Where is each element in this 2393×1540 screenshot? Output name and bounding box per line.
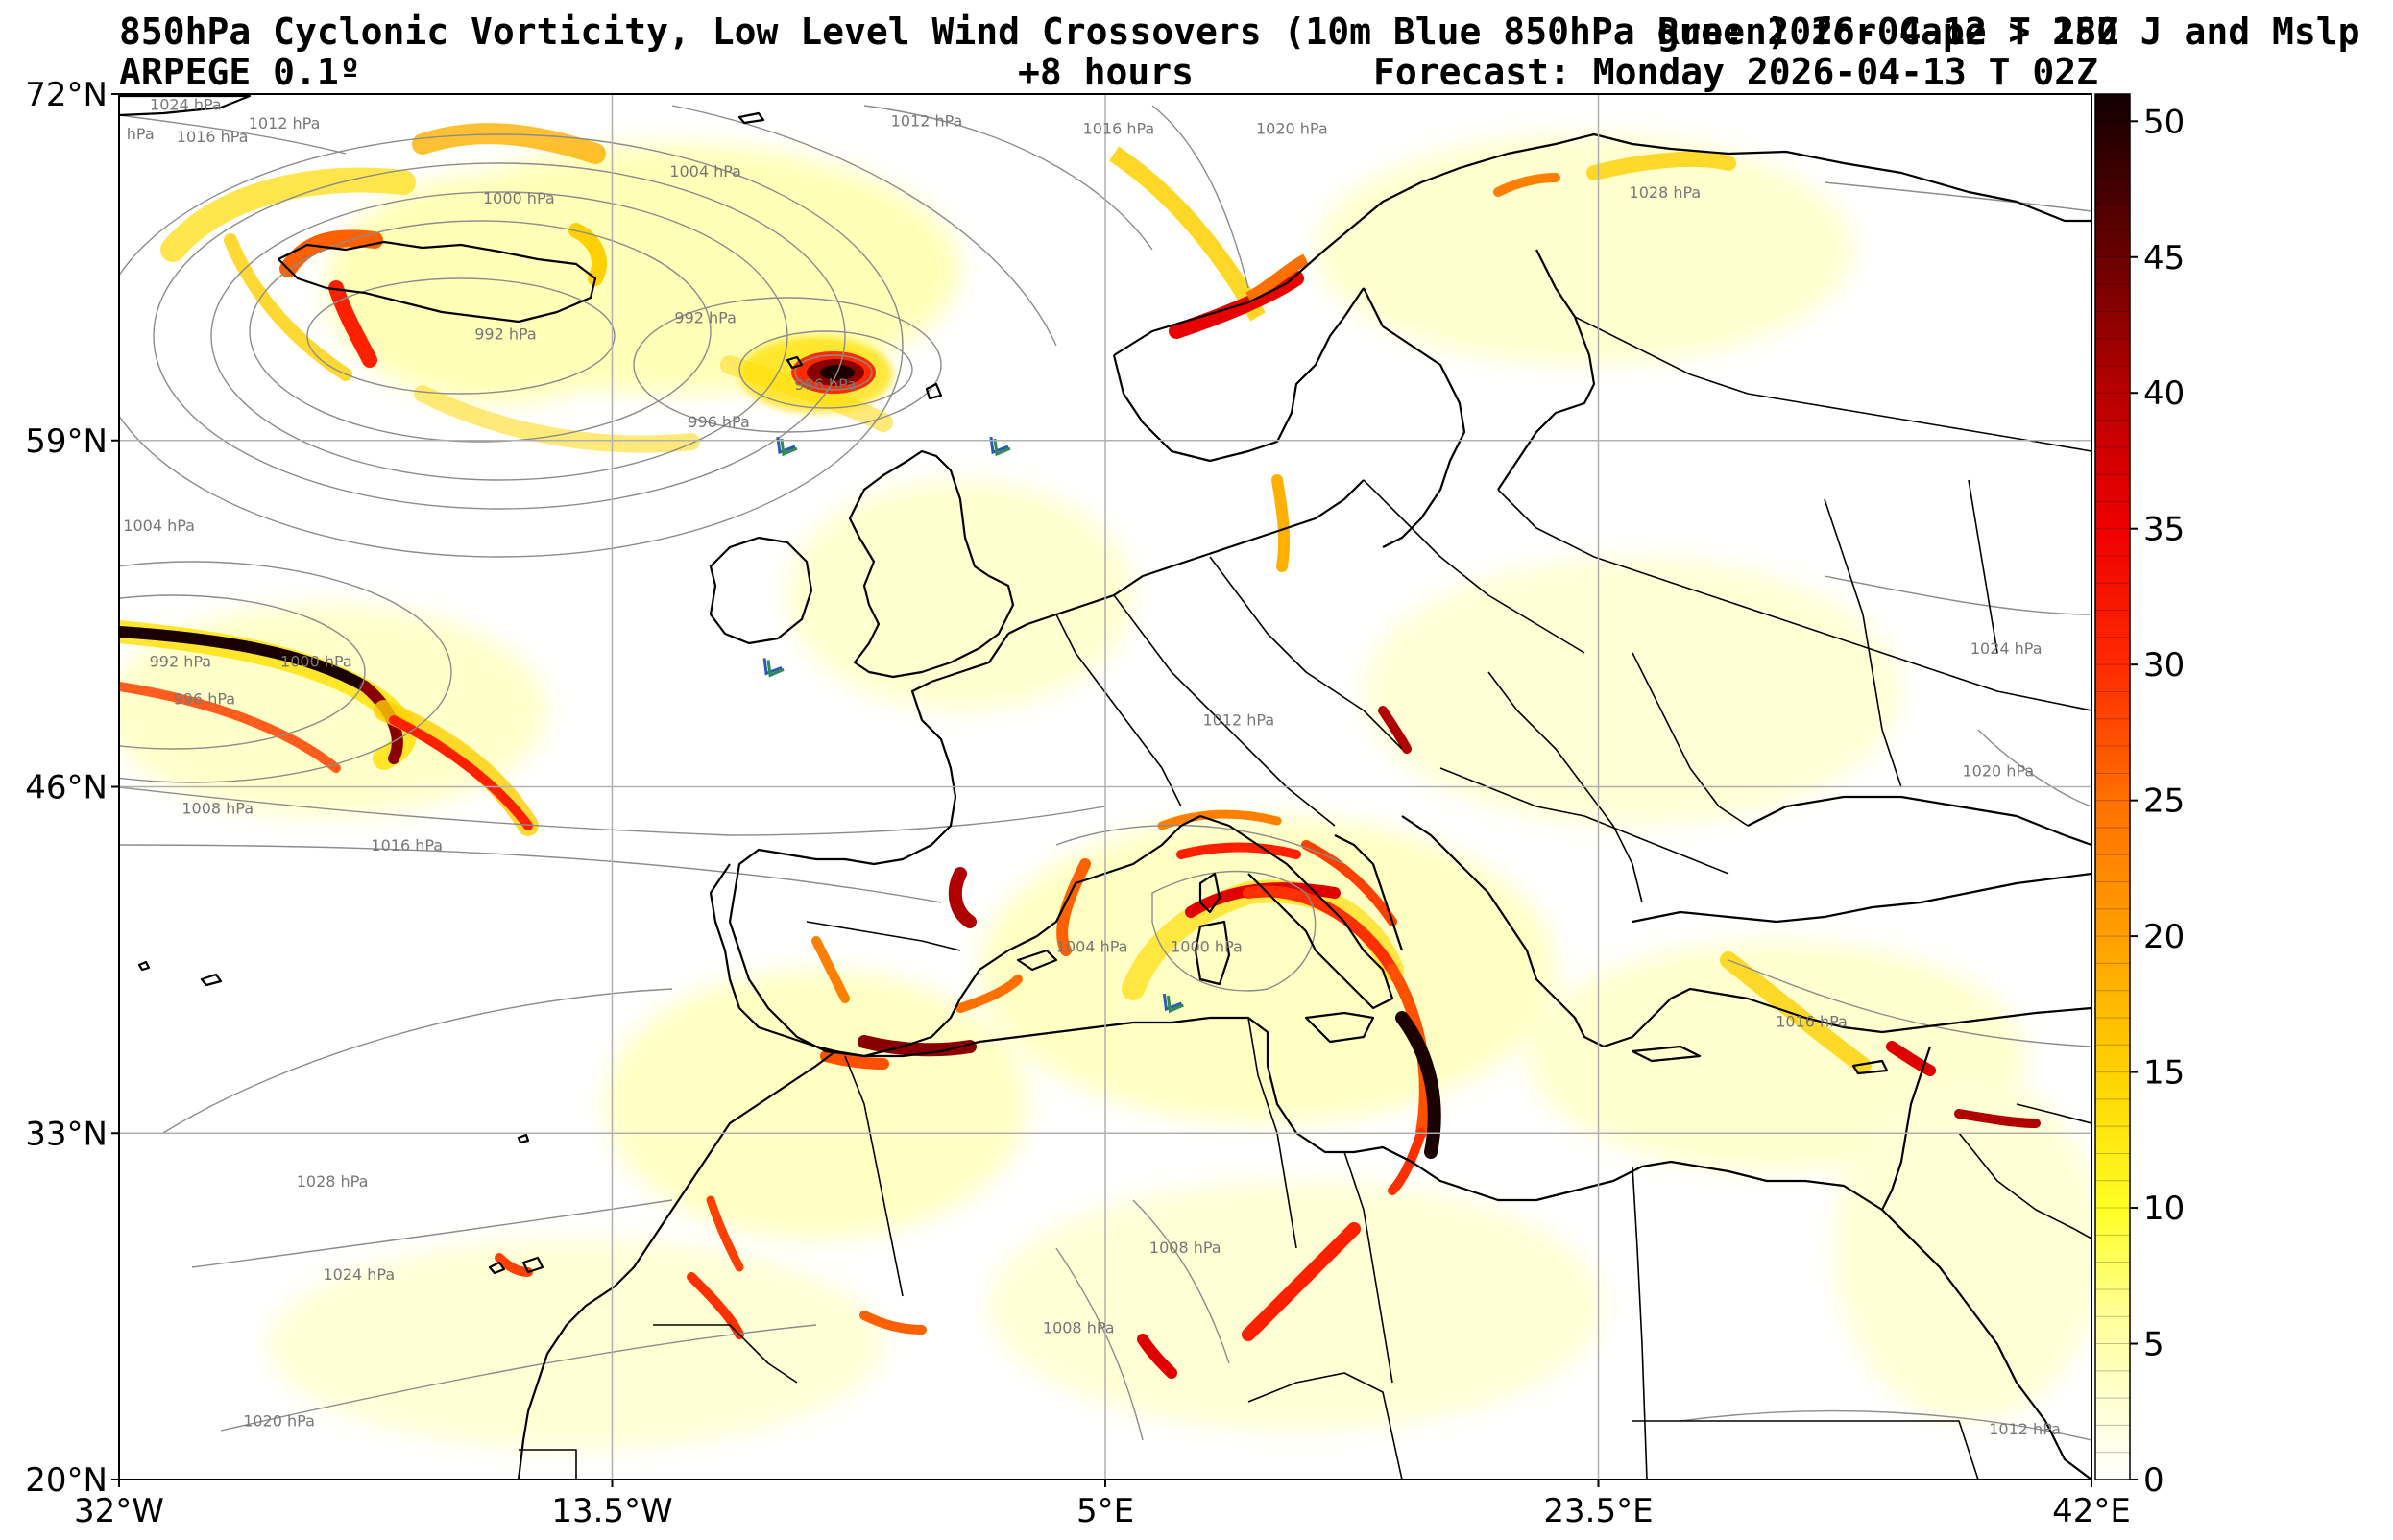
isobar-label: 1028 hPa <box>1630 183 1702 202</box>
isobar-label: 986 hPa <box>794 375 857 394</box>
colorbar-ticks: 0 5 10 15 20 25 30 35 40 45 50 <box>2130 103 2185 1500</box>
scandinavia-coast <box>1113 132 2091 356</box>
latitude-tick-label: 72°N <box>25 76 108 114</box>
isobar-label: 1000 hPa <box>483 189 555 207</box>
longitude-tick-label: 5°E <box>1076 1492 1134 1530</box>
isobar-label: 1004 hPa <box>123 517 195 535</box>
wind-10m-barb <box>1162 993 1182 1012</box>
isobar-label: 1020 hPa <box>243 1412 315 1431</box>
balkans-coast <box>1401 815 2091 1048</box>
isobar-label: 1012 hPa <box>1202 711 1274 730</box>
isobar-label: 1008 hPa <box>181 799 254 817</box>
model-name: ARPEGE 0.1º <box>119 51 361 93</box>
isobar-label: 992 hPa <box>150 653 212 671</box>
isobar-label: 1016 hPa <box>1776 1012 1848 1030</box>
latitude-tick-label: 20°N <box>25 1461 108 1500</box>
forecast-time: Forecast: Monday 2026-04-13 T 02Z <box>1373 51 2098 93</box>
isobar-label: 1004 hPa <box>1056 938 1128 956</box>
colorbar-tick-label: 0 <box>2143 1461 2164 1500</box>
isobar-label: 1004 hPa <box>669 162 741 180</box>
longitude-tick-label: 23.5°E <box>1543 1492 1653 1530</box>
isobar-label: 1024 hPa <box>323 1265 395 1284</box>
wind-850-barb <box>993 438 1011 457</box>
isobar-label: hPa <box>127 125 155 143</box>
latitude-tick-label: 33°N <box>25 1115 108 1153</box>
wind-10m-barb <box>776 436 796 455</box>
isobar-label: 1028 hPa <box>297 1172 369 1191</box>
isobar-label: 1016 hPa <box>177 128 249 146</box>
colorbar-tick-label: 45 <box>2143 239 2185 277</box>
latitude-tick-label: 59°N <box>25 422 108 461</box>
longitude-tick-label: 42°E <box>2052 1492 2131 1530</box>
colorbar-tick-label: 50 <box>2143 103 2185 141</box>
great-britain-coast <box>848 449 1015 679</box>
isobar-label: 1000 hPa <box>1171 938 1243 956</box>
wind-850-barb <box>766 660 785 678</box>
colorbar-tick-label: 40 <box>2143 374 2185 413</box>
isobar-label: 996 hPa <box>688 413 750 431</box>
longitude-tick-label: 13.5°W <box>551 1492 672 1530</box>
colorbar-tick-label: 10 <box>2143 1190 2185 1228</box>
iberia-coast <box>709 863 836 1053</box>
isobar-label: 1016 hPa <box>1083 120 1155 138</box>
colorbar-tick-label: 5 <box>2143 1326 2164 1364</box>
coastlines-and-borders <box>119 94 2091 1480</box>
isobar-label: 1016 hPa <box>371 836 443 854</box>
isobar-label: 1000 hPa <box>280 653 352 671</box>
colorbar-tick-label: 20 <box>2143 918 2185 956</box>
isobar-label: 1012 hPa <box>891 111 963 130</box>
wind-10m-barb <box>762 658 783 676</box>
isobar-label: 1008 hPa <box>1149 1239 1221 1257</box>
black-sea-coast <box>1747 795 2091 847</box>
isobar-label: 1012 hPa <box>249 114 321 132</box>
europe-west-coast <box>1007 479 1365 635</box>
isobar-label: 992 hPa <box>474 325 537 343</box>
ireland-coast <box>709 536 813 645</box>
latitude-tick-label: 46°N <box>25 769 108 807</box>
isobars <box>119 105 2091 1441</box>
title-run-time: Run: 2026-04-12 T 18Z <box>1657 11 2119 53</box>
lead-time: +8 hours <box>1018 51 1195 93</box>
colorbar-tick-label: 15 <box>2143 1054 2185 1093</box>
vorticity-field <box>119 123 2091 1450</box>
longitude-tick-label: 32°W <box>74 1492 164 1530</box>
wind-crossover-markers <box>762 436 1184 1014</box>
isobar-label: 1012 hPa <box>1989 1420 2061 1438</box>
colorbar-level-lines <box>2095 120 2130 1454</box>
west-africa-coast <box>517 1050 836 1480</box>
isobar-label: 996 hPa <box>174 689 236 708</box>
isobar-label: 1020 hPa <box>1256 120 1328 138</box>
isobar-label: 1020 hPa <box>1963 761 2035 780</box>
colorbar-tick-label: 35 <box>2143 511 2185 549</box>
latitude-axis: 72°N 59°N 46°N 33°N 20°N <box>25 76 119 1500</box>
isobar-label: 1024 hPa <box>1970 639 2043 658</box>
colorbar-tick-label: 30 <box>2143 646 2185 685</box>
wind-850-barb <box>780 438 798 457</box>
longitude-axis: 32°W 13.5°W 5°E 23.5°E 42°E <box>74 1480 2131 1530</box>
title-line-1-left: 850hPa Cyclonic Vorticity, Low Level Win… <box>119 11 2360 53</box>
wind-10m-barb <box>989 436 1009 455</box>
colorbar-gradient <box>2094 93 2131 1480</box>
colorbar: 0 5 10 15 20 25 30 35 40 45 50 <box>2094 93 2185 1500</box>
italy-coast <box>1199 814 1394 1010</box>
north-africa-coast <box>834 1016 1883 1211</box>
iceland-coast <box>277 240 597 324</box>
isobar-label: 1008 hPa <box>1043 1318 1115 1336</box>
colorbar-tick-label: 25 <box>2143 782 2185 821</box>
isobar-label: 1024 hPa <box>150 96 222 114</box>
wind-850-barb <box>1166 995 1184 1014</box>
isobar-label: 992 hPa <box>674 309 737 327</box>
